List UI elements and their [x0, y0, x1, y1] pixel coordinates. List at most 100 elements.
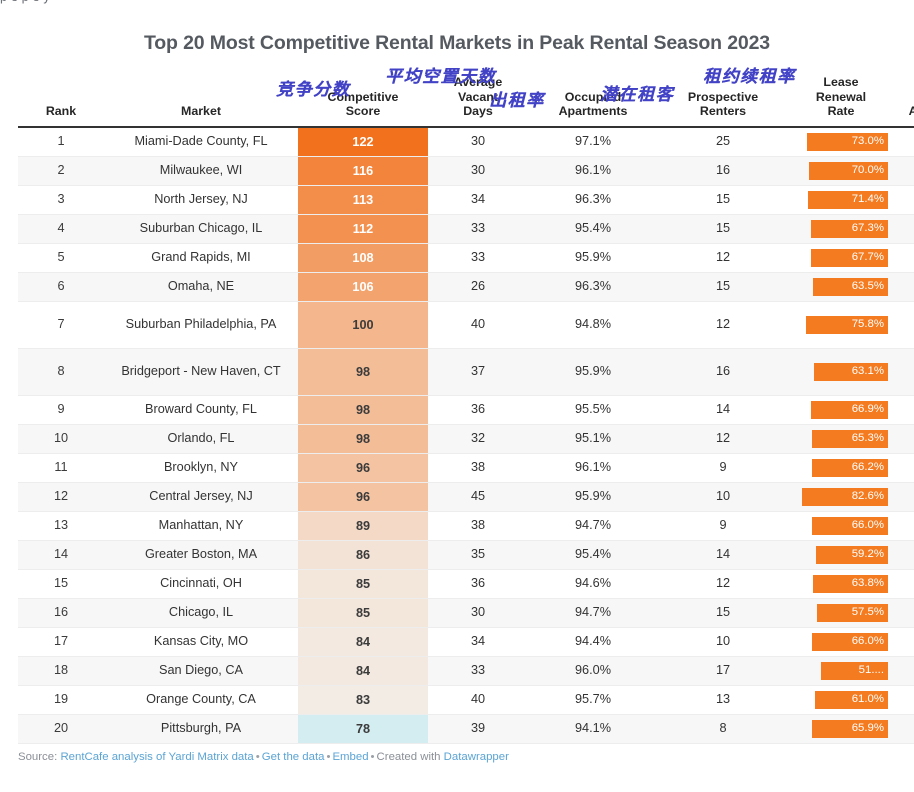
cell-market: Manhattan, NY [104, 511, 298, 541]
competitive-score-value: 96 [355, 460, 371, 475]
cell-average-vacant-days: 37 [428, 348, 528, 396]
cell-average-vacant-days: 34 [428, 185, 528, 215]
page-title: Top 20 Most Competitive Rental Markets i… [143, 32, 770, 54]
cell-lease-renewal-rate: 63.1% [788, 348, 894, 396]
column-header-rank[interactable]: Rank [18, 75, 104, 128]
lease-renewal-bar-track: 66.0% [794, 516, 888, 535]
cell-market: Kansas City, MO [104, 627, 298, 657]
cell-lease-renewal-rate: 66.0% [788, 511, 894, 541]
cell-prospective-renters: 13 [658, 685, 788, 715]
cell-occupied-apartments: 96.0% [528, 656, 658, 686]
competitive-score-value: 98 [355, 431, 371, 446]
cell-average-vacant-days: 26 [428, 272, 528, 302]
cell-lease-renewal-rate: 63.5% [788, 272, 894, 302]
cell-market: Central Jersey, NJ [104, 482, 298, 512]
cell-market: Grand Rapids, MI [104, 243, 298, 273]
lease-renewal-bar: 61.0% [814, 690, 888, 709]
lease-renewal-bar-track: 75.8% [794, 315, 888, 334]
cell-rank: 18 [18, 656, 104, 686]
column-header-competitive-score[interactable]: Competitive Score [298, 75, 428, 128]
cell-occupied-apartments: 97.1% [528, 126, 658, 157]
header-label-new-line3: Apartments [908, 104, 914, 118]
sep-3: • [370, 751, 375, 763]
cell-prospective-renters: 8 [658, 714, 788, 744]
cell-lease-renewal-rate: 75.8% [788, 301, 894, 349]
cell-competitive-score: 98 [298, 348, 428, 396]
source-link[interactable]: RentCafe analysis of Yardi Matrix data [60, 751, 254, 763]
cell-lease-renewal-rate: 66.0% [788, 627, 894, 657]
cell-average-vacant-days: 36 [428, 569, 528, 599]
column-header-share-of-new-apartments[interactable]: Share of New Apartments [894, 75, 914, 128]
cell-market: Pittsburgh, PA [104, 714, 298, 744]
cell-occupied-apartments: 94.7% [528, 511, 658, 541]
cell-competitive-score: 85 [298, 569, 428, 599]
cell-rank: 16 [18, 598, 104, 628]
lease-renewal-bar: 73.0% [807, 132, 888, 151]
clipped-text-above: p e p e y [0, 0, 914, 6]
cell-competitive-score: 84 [298, 656, 428, 686]
cell-average-vacant-days: 38 [428, 453, 528, 483]
column-header-average-vacant-days[interactable]: Average Vacant Days [428, 75, 528, 128]
cell-occupied-apartments: 95.1% [528, 424, 658, 454]
datawrapper-link[interactable]: Datawrapper [443, 751, 509, 763]
competitive-score-value: 86 [355, 547, 371, 562]
cell-occupied-apartments: 95.9% [528, 348, 658, 396]
cell-market: Chicago, IL [104, 598, 298, 628]
lease-renewal-bar: 71.4% [808, 190, 888, 209]
competitive-score-value: 78 [355, 721, 371, 736]
column-header-lease-renewal-rate[interactable]: Lease Renewal Rate [788, 75, 894, 128]
cell-lease-renewal-rate: 73.0% [788, 126, 894, 157]
cell-rank: 10 [18, 424, 104, 454]
lease-renewal-bar: 65.9% [811, 719, 888, 738]
cell-market: Bridgeport - New Haven, CT [104, 348, 298, 396]
lease-renewal-bar-track: 66.9% [794, 400, 888, 419]
embed-link[interactable]: Embed [332, 751, 369, 763]
competitive-score-value: 100 [352, 317, 374, 332]
cell-average-vacant-days: 40 [428, 301, 528, 349]
cell-rank: 2 [18, 156, 104, 186]
lease-renewal-bar-track: 51.... [794, 661, 888, 680]
cell-share-of-new-apartments: 0.8% [894, 424, 914, 454]
cell-market: Cincinnati, OH [104, 569, 298, 599]
lease-renewal-bar-track: 67.7% [794, 248, 888, 267]
lease-renewal-bar: 63.8% [813, 574, 888, 593]
cell-occupied-apartments: 95.9% [528, 482, 658, 512]
column-header-market[interactable]: Market [104, 75, 298, 128]
get-the-data-link[interactable]: Get the data [261, 751, 325, 763]
lease-renewal-bar: 67.3% [810, 219, 888, 238]
lease-renewal-bar-track: 70.0% [794, 161, 888, 180]
cell-rank: 6 [18, 272, 104, 302]
cell-average-vacant-days: 45 [428, 482, 528, 512]
column-header-occupied-apartments[interactable]: Occupied Apartments [528, 75, 658, 128]
cell-share-of-new-apartments: 0.5% [894, 482, 914, 512]
column-header-prospective-renters[interactable]: Prospective Renters [658, 75, 788, 128]
lease-renewal-bar-track: 73.0% [794, 132, 888, 151]
cell-competitive-score: 86 [298, 540, 428, 570]
cell-lease-renewal-rate: 66.9% [788, 395, 894, 425]
cell-average-vacant-days: 33 [428, 656, 528, 686]
cell-prospective-renters: 15 [658, 185, 788, 215]
lease-renewal-bar: 82.6% [801, 487, 888, 506]
cell-market: Orlando, FL [104, 424, 298, 454]
cell-competitive-score: 78 [298, 714, 428, 744]
header-label-rank: Rank [45, 104, 77, 118]
cell-market: Suburban Chicago, IL [104, 214, 298, 244]
cell-prospective-renters: 16 [658, 156, 788, 186]
cell-competitive-score: 98 [298, 424, 428, 454]
cell-prospective-renters: 16 [658, 348, 788, 396]
cell-average-vacant-days: 34 [428, 627, 528, 657]
cell-occupied-apartments: 96.1% [528, 453, 658, 483]
cell-share-of-new-apartments: 0.7% [894, 627, 914, 657]
competitive-score-value: 85 [355, 576, 371, 591]
cell-lease-renewal-rate: 82.6% [788, 482, 894, 512]
cell-lease-renewal-rate: 67.3% [788, 214, 894, 244]
cell-share-of-new-apartments: 0.2% [894, 656, 914, 686]
cell-occupied-apartments: 96.3% [528, 185, 658, 215]
competitive-score-value: 83 [355, 692, 371, 707]
cell-market: Orange County, CA [104, 685, 298, 715]
